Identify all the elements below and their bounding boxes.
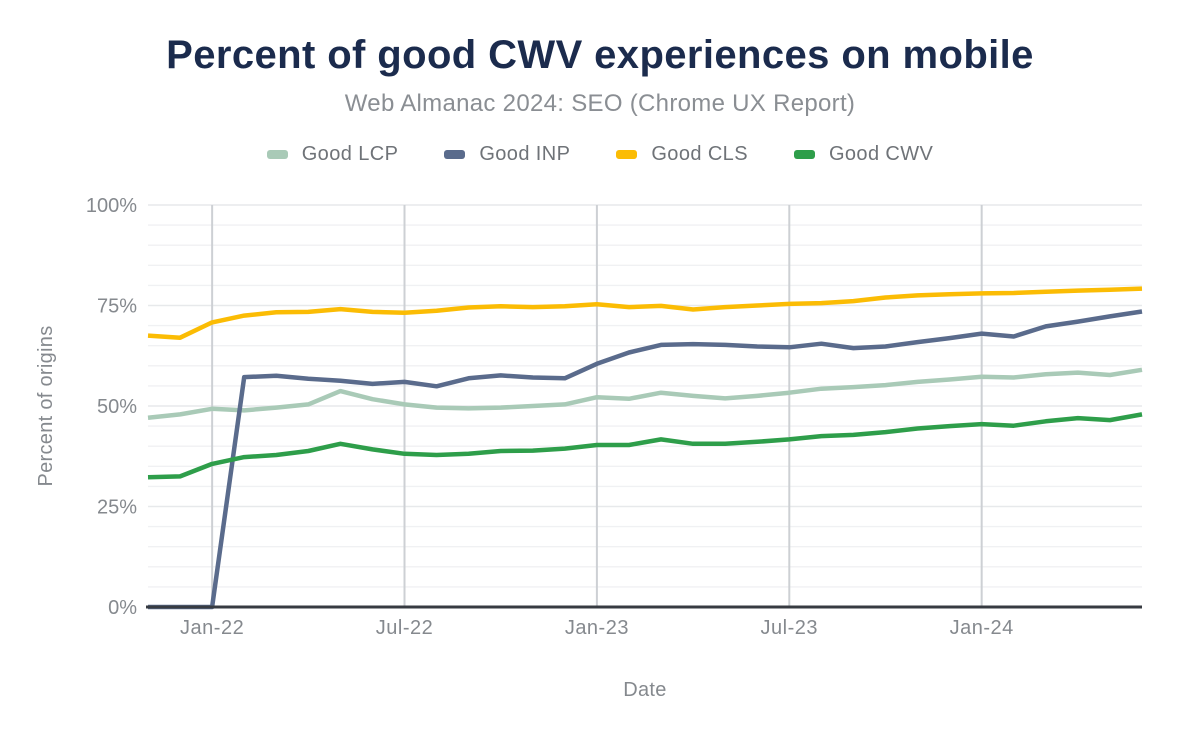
legend-item-good-cls: Good CLS [616,143,748,166]
y-tick-label: 100% [86,195,137,217]
x-tick-label: Jul-22 [376,617,433,639]
legend-swatch-icon [266,150,288,159]
legend-swatch-icon [444,150,466,159]
series-line-good-cwv [147,412,1143,480]
x-tick-label: Jan-24 [950,617,1014,639]
series-line-good-cls [147,286,1143,340]
series-line-good-lcp [147,367,1143,420]
legend-label: Good CWV [828,143,934,165]
legend-label: Good LCP [301,143,399,165]
chart-subtitle: Web Almanac 2024: SEO (Chrome UX Report) [344,90,856,117]
legend-swatch-icon [793,150,815,159]
x-tick-label: Jan-23 [565,617,629,639]
legend-label: Good INP [479,143,571,165]
legend-swatch-icon [616,150,638,159]
y-tick-label: 50% [97,396,137,418]
legend-label: Good CLS [651,143,748,165]
chart-title: Percent of good CWV experiences on mobil… [166,33,1034,77]
x-tick-label: Jul-23 [761,617,818,639]
y-tick-label: 75% [97,296,137,318]
y-tick-label: 0% [108,597,137,619]
x-tick-label: Jan-22 [180,617,244,639]
series-line-good-inp [148,309,1143,610]
legend-item-good-cwv: Good CWV [793,143,934,166]
legend-item-good-lcp: Good LCP [266,143,399,166]
legend: Good LCP Good INP Good CLS Good CWV [0,143,1200,166]
line-chart-plot: 0% 25% 50% 75% 100% Jan-22 Jul-22 Jan-23 Jul-23 J… [35,195,1143,701]
x-axis-title: Date [623,679,666,701]
legend-item-good-inp: Good INP [444,143,570,166]
y-axis-title: Percent of origins [35,325,57,486]
y-tick-label: 25% [97,497,137,519]
